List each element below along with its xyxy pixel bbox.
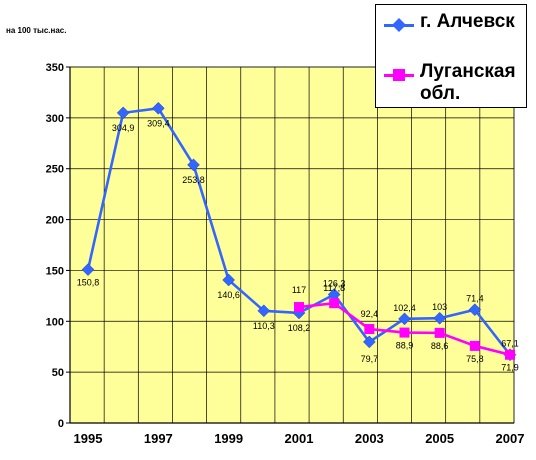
data-label: 253,8 <box>182 175 205 185</box>
data-point-diamond <box>81 263 95 276</box>
data-label: 117,8 <box>323 283 345 293</box>
data-label: 92,4 <box>361 309 379 319</box>
data-point-square <box>329 298 340 309</box>
data-point-square <box>364 324 375 335</box>
x-tick-label: 1997 <box>144 431 173 446</box>
y-tick-label: 200 <box>46 215 64 227</box>
x-tick-label: 2005 <box>425 431 454 446</box>
data-label: 103 <box>432 302 447 312</box>
y-tick-label: 350 <box>46 62 64 74</box>
data-label: 88,6 <box>431 341 449 351</box>
data-point-diamond <box>257 304 271 318</box>
unit-note: на 100 тыс.нас. <box>6 26 67 35</box>
data-point-square <box>399 327 410 338</box>
data-point-diamond <box>151 101 165 115</box>
data-label: 117 <box>292 285 306 295</box>
data-point-diamond <box>433 311 447 325</box>
square-marker-icon <box>393 69 405 81</box>
data-label: 71,4 <box>466 294 484 304</box>
data-label: 140,6 <box>217 290 240 300</box>
plot-area <box>69 66 515 424</box>
data-label: 88,9 <box>396 341 414 351</box>
y-tick-label: 250 <box>46 164 64 176</box>
legend-label-lugansk: Луганская обл. <box>420 61 516 104</box>
data-point-diamond <box>222 273 236 287</box>
y-tick-label: 150 <box>46 265 64 277</box>
data-point-diamond <box>362 335 376 349</box>
data-label: 108,2 <box>288 323 311 333</box>
data-point-diamond <box>468 303 482 317</box>
data-point-diamond <box>187 158 200 172</box>
legend: г. Алчевск Луганская обл. <box>375 4 527 108</box>
y-tick-label: 0 <box>58 418 64 430</box>
data-label: 110,3 <box>253 321 275 331</box>
diamond-marker-icon <box>392 18 406 32</box>
data-label: 79,7 <box>361 354 379 364</box>
data-label: 71,9 <box>501 363 519 373</box>
data-label: 75,8 <box>466 354 484 364</box>
data-point-diamond <box>116 106 130 120</box>
data-label: 67,1 <box>501 339 519 349</box>
data-label: 102,4 <box>393 303 416 313</box>
legend-label-alchevsk: г. Алчевск <box>420 11 515 32</box>
data-point-diamond <box>398 312 411 326</box>
data-point-square <box>294 302 304 313</box>
y-tick-label: 50 <box>52 367 64 379</box>
data-label: 309,4 <box>147 118 170 128</box>
data-point-square <box>505 349 515 360</box>
x-tick-label: 1999 <box>214 431 243 446</box>
data-label: 150,8 <box>77 278 100 288</box>
x-tick-label: 1995 <box>74 431 103 446</box>
y-tick-label: 300 <box>46 113 64 125</box>
data-label: 304,9 <box>112 123 135 133</box>
x-tick-label: 2001 <box>285 431 314 446</box>
y-tick-label: 100 <box>46 316 64 328</box>
x-tick-label: 2007 <box>496 431 525 446</box>
x-tick-label: 2003 <box>355 431 384 446</box>
data-label: 126,3 <box>323 279 346 289</box>
data-point-square <box>434 327 445 338</box>
data-point-square <box>469 340 480 351</box>
